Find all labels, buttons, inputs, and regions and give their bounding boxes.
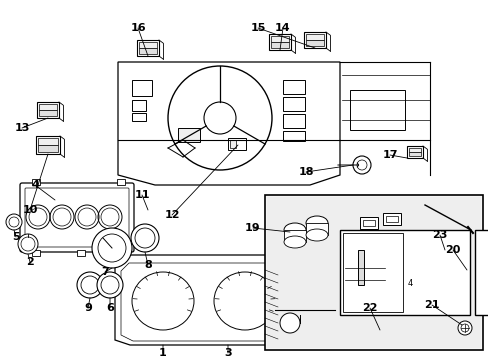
Bar — [266, 197, 480, 348]
Bar — [382, 213, 400, 225]
Ellipse shape — [305, 216, 327, 230]
Bar — [342, 233, 402, 312]
Bar — [283, 114, 305, 128]
Text: 2: 2 — [26, 257, 34, 267]
Text: 18: 18 — [298, 167, 313, 177]
Bar — [305, 34, 324, 40]
Polygon shape — [115, 255, 289, 345]
Bar — [283, 97, 305, 111]
Bar — [304, 32, 325, 48]
Bar — [406, 146, 422, 158]
Bar — [305, 223, 327, 235]
Bar — [227, 138, 245, 150]
Text: 13: 13 — [14, 123, 30, 133]
Bar — [139, 48, 157, 54]
Text: 5: 5 — [12, 232, 20, 242]
Text: 11: 11 — [134, 190, 149, 200]
Bar — [229, 140, 236, 148]
Circle shape — [280, 313, 299, 333]
Text: 12: 12 — [164, 210, 180, 220]
Circle shape — [352, 156, 370, 174]
Bar — [37, 102, 59, 118]
Bar — [283, 80, 305, 94]
Bar — [359, 217, 377, 229]
Circle shape — [92, 228, 132, 268]
Bar — [270, 42, 288, 48]
Bar — [36, 136, 60, 154]
Bar — [132, 113, 146, 121]
Circle shape — [97, 272, 123, 298]
Text: 7: 7 — [101, 267, 109, 277]
Text: 22: 22 — [362, 303, 377, 313]
Bar — [408, 148, 420, 152]
Bar — [32, 179, 40, 185]
Text: 19: 19 — [244, 223, 260, 233]
Bar — [132, 80, 152, 96]
Polygon shape — [118, 62, 339, 185]
Text: 4: 4 — [31, 180, 39, 190]
Text: 8: 8 — [144, 260, 152, 270]
Bar — [283, 131, 305, 141]
Bar — [385, 216, 397, 222]
Bar — [178, 128, 200, 142]
Text: 9: 9 — [84, 303, 92, 313]
Ellipse shape — [305, 229, 327, 241]
FancyBboxPatch shape — [20, 183, 134, 252]
Bar — [284, 230, 305, 242]
Circle shape — [203, 102, 236, 134]
Text: 20: 20 — [445, 245, 460, 255]
Bar — [357, 250, 363, 285]
Bar — [362, 220, 374, 226]
Text: 15: 15 — [250, 23, 265, 33]
Text: 21: 21 — [424, 300, 439, 310]
Bar — [408, 152, 420, 156]
Circle shape — [457, 321, 471, 335]
Bar — [77, 250, 85, 256]
Circle shape — [131, 224, 159, 252]
Text: 4: 4 — [407, 279, 412, 288]
Text: 1: 1 — [159, 348, 166, 358]
Circle shape — [18, 234, 38, 254]
Bar — [39, 110, 57, 116]
Bar — [264, 195, 482, 350]
Bar — [305, 40, 324, 46]
Text: 3: 3 — [224, 348, 231, 358]
Bar — [474, 230, 488, 315]
Text: 16: 16 — [130, 23, 145, 33]
Circle shape — [6, 214, 22, 230]
Bar — [270, 36, 288, 42]
Bar — [349, 90, 404, 130]
Bar — [268, 34, 290, 50]
Bar — [132, 100, 146, 111]
Bar — [39, 104, 57, 110]
Bar — [339, 230, 469, 315]
Bar — [117, 179, 125, 185]
Bar — [137, 40, 159, 56]
Ellipse shape — [284, 223, 305, 237]
Text: 23: 23 — [431, 230, 447, 240]
Bar — [38, 145, 58, 152]
Bar — [117, 250, 125, 256]
Bar — [38, 138, 58, 145]
Text: 17: 17 — [382, 150, 397, 160]
Bar — [139, 42, 157, 48]
Text: 14: 14 — [275, 23, 290, 33]
Text: 10: 10 — [22, 205, 38, 215]
Circle shape — [77, 272, 103, 298]
Text: 6: 6 — [106, 303, 114, 313]
Ellipse shape — [284, 236, 305, 248]
Bar — [32, 250, 40, 256]
